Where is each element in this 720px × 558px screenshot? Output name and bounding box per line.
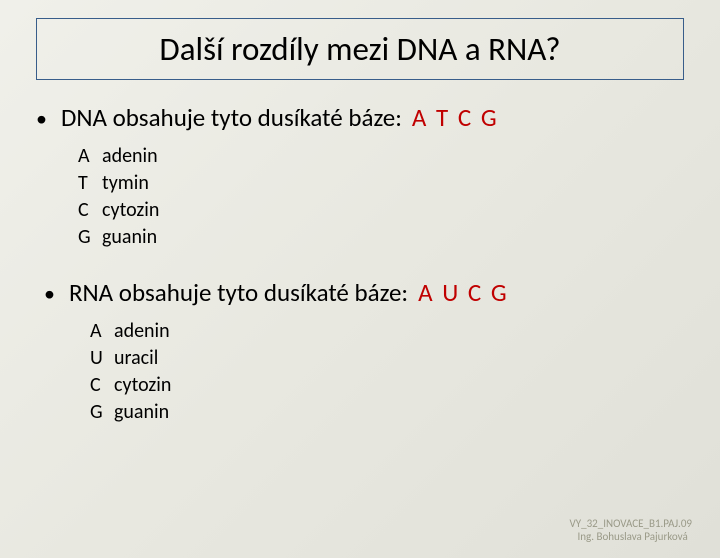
bases-dna-table: A adenin T tymin C cytozin G guanin: [78, 143, 720, 251]
base-letter: G: [78, 224, 102, 251]
table-row: G guanin: [90, 399, 720, 426]
bullet-rna-text: RNA obsahuje tyto dusíkaté báze:: [69, 277, 408, 308]
base-name: tymin: [102, 170, 149, 197]
title-box: Další rozdíly mezi DNA a RNA?: [36, 18, 684, 80]
bullet-rna: • RNA obsahuje tyto dusíkaté báze: A U C…: [44, 277, 720, 308]
bullet-dot-icon: •: [44, 280, 55, 307]
table-row: U uracil: [90, 345, 720, 372]
base-letter: C: [78, 197, 102, 224]
base-letter: G: [90, 399, 114, 426]
table-row: C cytozin: [78, 197, 720, 224]
bullet-dna: • DNA obsahuje tyto dusíkaté báze: A T C…: [36, 102, 720, 133]
slide-title: Další rozdíly mezi DNA a RNA?: [55, 29, 665, 69]
footer-code: VY_32_INOVACE_B1.PAJ.09: [570, 517, 693, 531]
base-letter: A: [90, 318, 114, 345]
table-row: A adenin: [78, 143, 720, 170]
base-name: guanin: [114, 399, 169, 426]
base-name: uracil: [114, 345, 158, 372]
bullet-dna-letters: A T C G: [412, 102, 499, 133]
base-letter: C: [90, 372, 114, 399]
footer-author: Ing. Bohuslava Pajurková: [578, 530, 693, 544]
table-row: A adenin: [90, 318, 720, 345]
table-row: T tymin: [78, 170, 720, 197]
bullet-dot-icon: •: [36, 105, 47, 132]
table-row: G guanin: [78, 224, 720, 251]
base-letter: A: [78, 143, 102, 170]
base-name: cytozin: [102, 197, 159, 224]
bases-rna-table: A adenin U uracil C cytozin G guanin: [90, 318, 720, 426]
base-name: adenin: [102, 143, 158, 170]
base-name: cytozin: [114, 372, 171, 399]
base-name: adenin: [114, 318, 170, 345]
base-letter: T: [78, 170, 102, 197]
base-letter: U: [90, 345, 114, 372]
table-row: C cytozin: [90, 372, 720, 399]
bullet-dna-text: DNA obsahuje tyto dusíkaté báze:: [61, 102, 402, 133]
base-name: guanin: [102, 224, 157, 251]
bullet-rna-letters: A U C G: [418, 277, 509, 308]
